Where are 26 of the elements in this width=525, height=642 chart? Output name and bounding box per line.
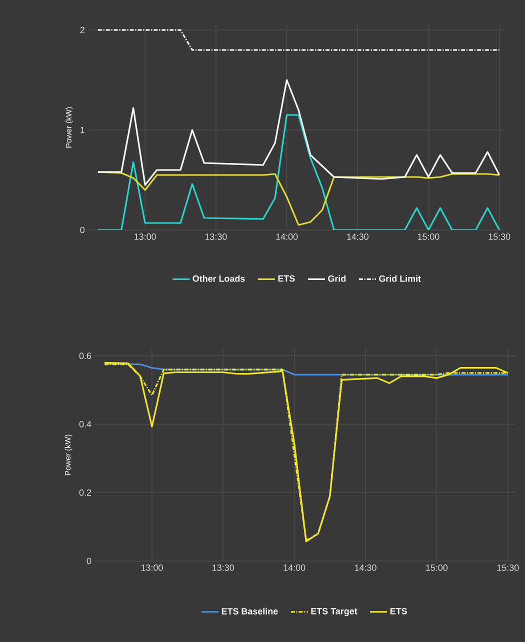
x-tick-label: 14:00 [276, 234, 298, 240]
y-tick-label: 0 [80, 226, 85, 234]
x-tick-label: 13:30 [212, 564, 234, 571]
legend-label: ETS [278, 275, 295, 282]
x-tick-label: 13:00 [141, 564, 163, 571]
y-tick-label: 1 [80, 126, 84, 134]
legend-label: ETS Baseline [222, 608, 278, 614]
legend-label: ETS Target [311, 608, 358, 616]
y-tick-label: 2 [80, 26, 84, 34]
legend-label: Grid [328, 275, 346, 282]
x-tick-label: 13:30 [205, 234, 227, 240]
y-tick-label: 0.6 [79, 352, 92, 360]
x-tick-label: 15:30 [497, 564, 519, 571]
x-tick-label: 15:00 [426, 564, 448, 571]
x-tick-label: 14:00 [284, 564, 306, 571]
x-tick-label: 15:00 [418, 234, 440, 240]
y-tick-label: 0.2 [79, 489, 92, 496]
legend-label: ETS [390, 608, 407, 614]
x-tick-label: 13:00 [134, 234, 156, 240]
y-tick-label: 0 [86, 558, 92, 564]
legend-label: Other Loads [192, 275, 245, 282]
y-tick-label: 0.4 [79, 421, 92, 428]
legend-label: Grid Limit [379, 275, 421, 282]
x-tick-label: 14:30 [354, 564, 376, 571]
x-tick-label: 14:30 [347, 234, 368, 240]
x-tick-label: 15:30 [488, 234, 510, 240]
